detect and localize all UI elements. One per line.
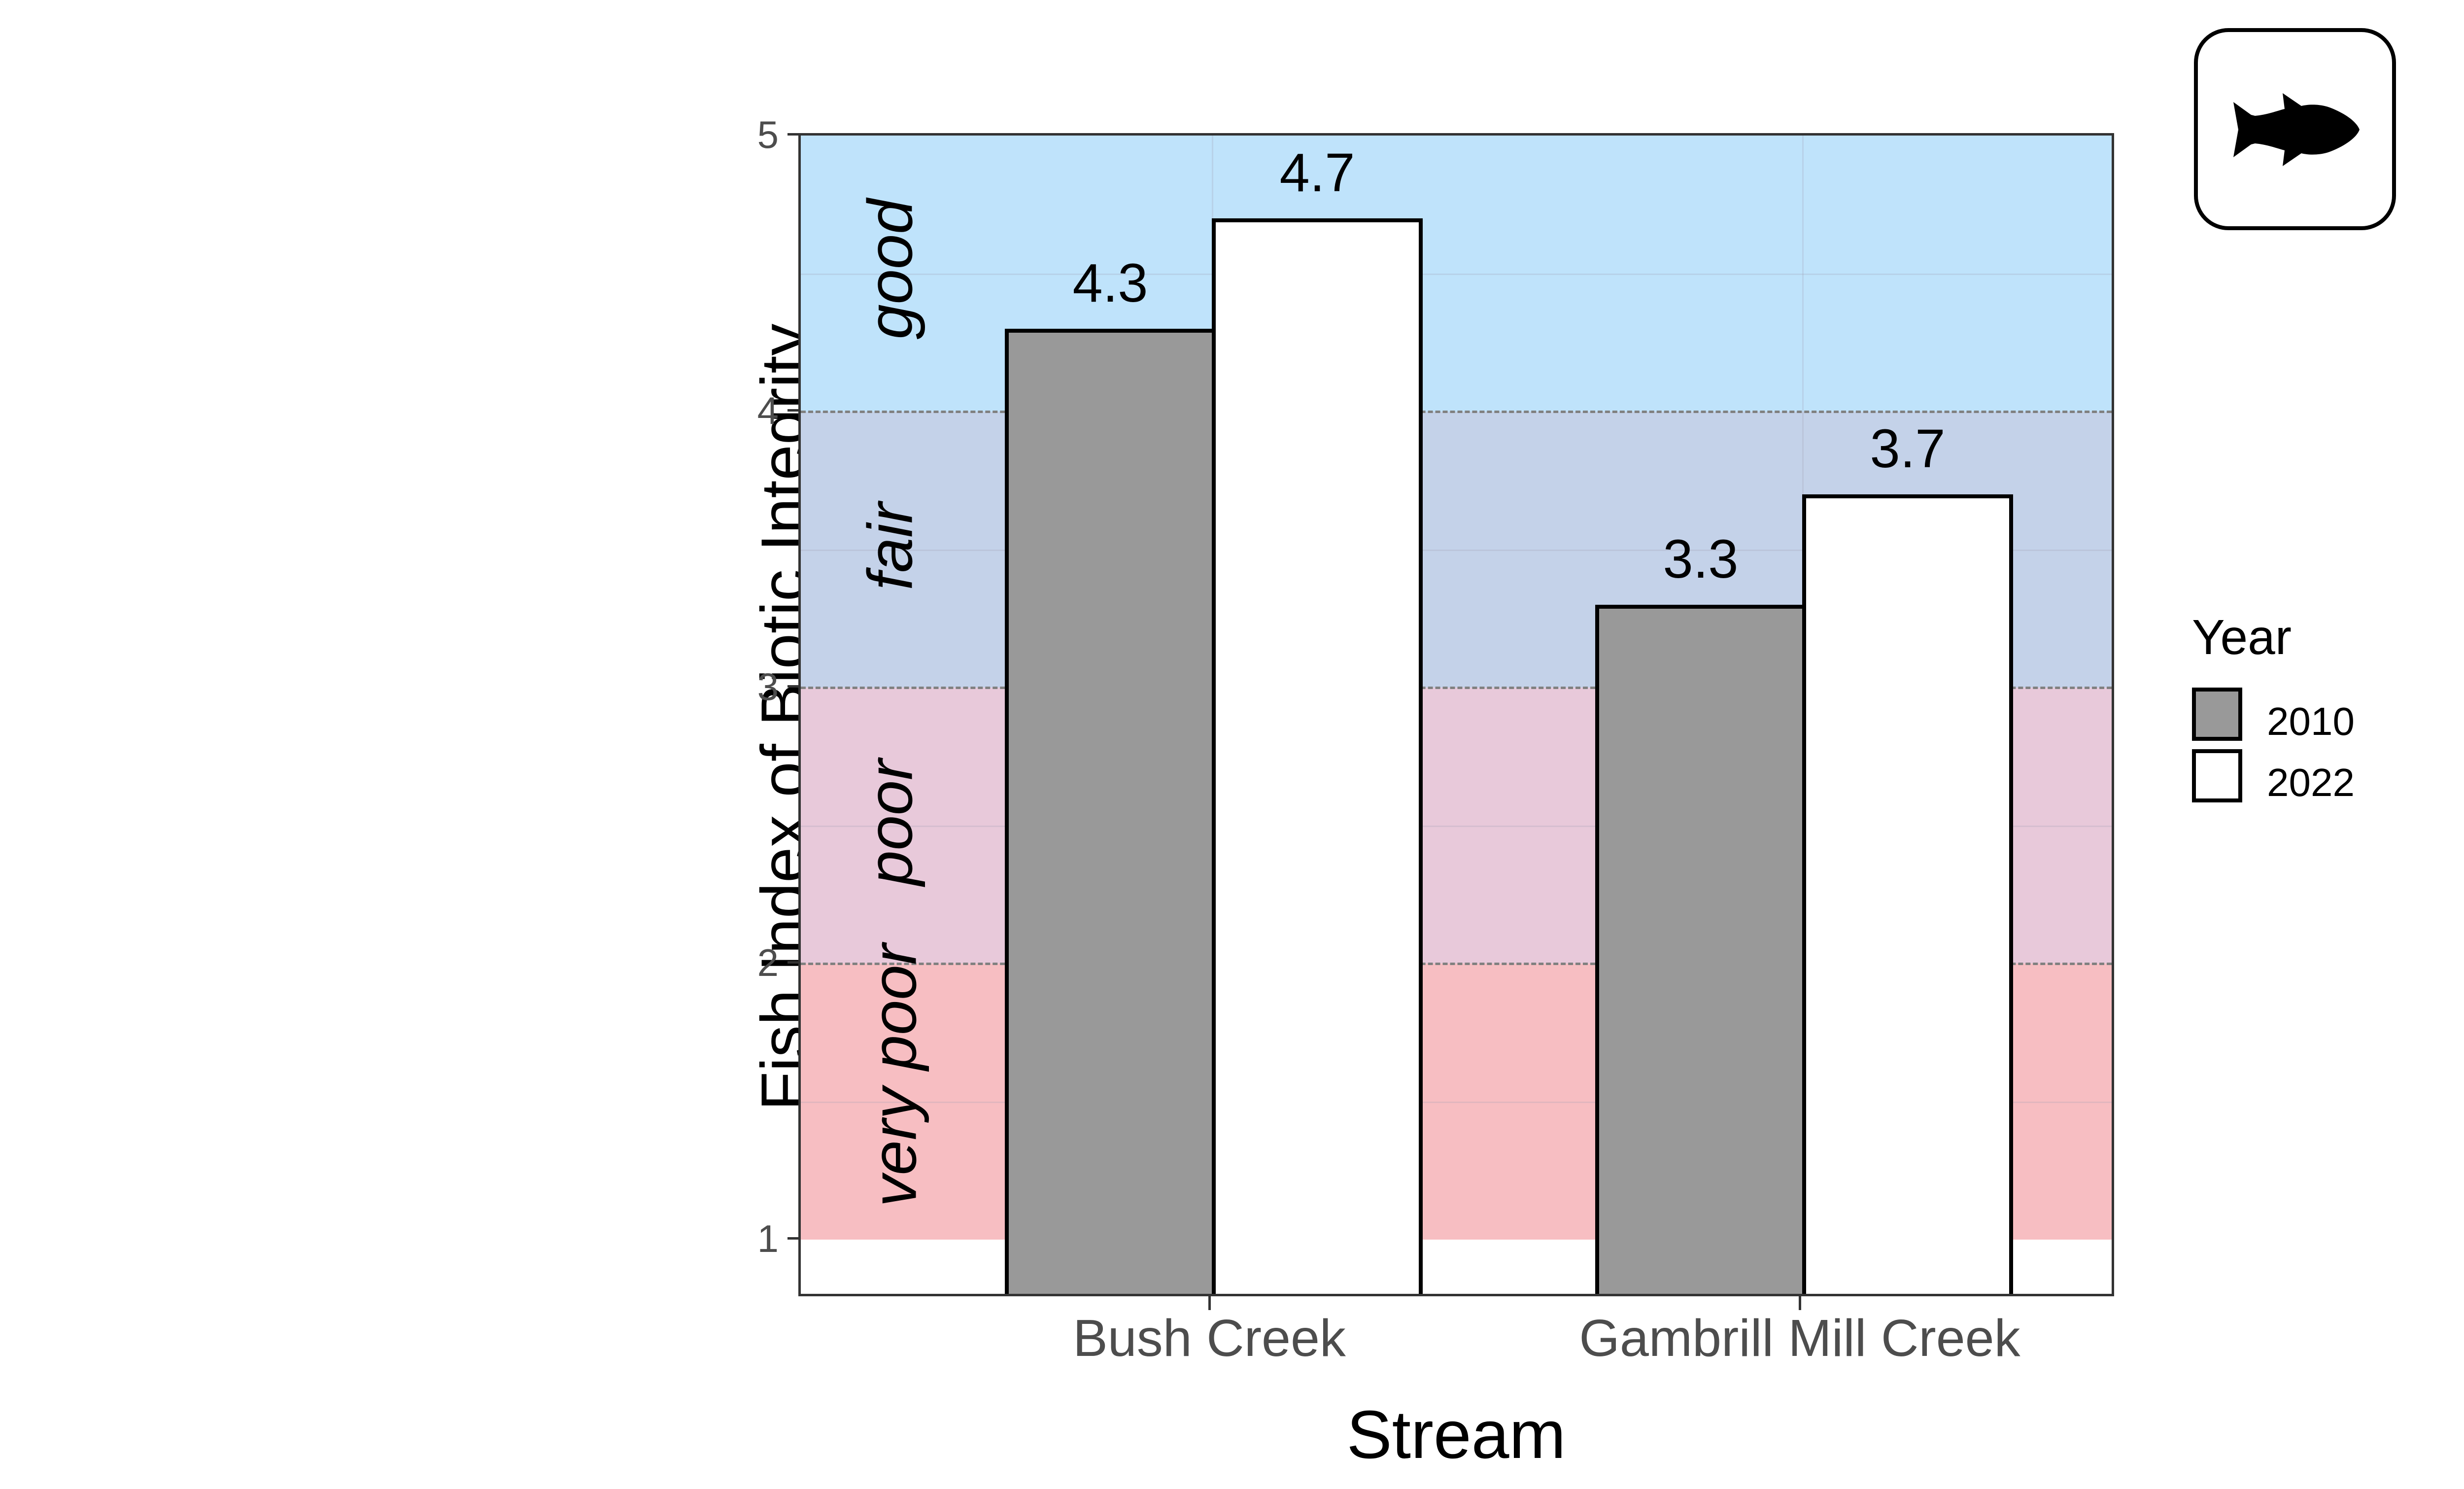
legend-label-2022: 2022 — [2267, 761, 2355, 804]
y-tick-label-3: 3 — [757, 665, 779, 708]
band-label-very-poor: very poor — [859, 943, 930, 1207]
data-label: 4.7 — [1279, 142, 1355, 203]
y-tick-label-2: 2 — [757, 941, 779, 984]
y-tick — [787, 409, 798, 412]
band-label-good: good — [855, 199, 926, 340]
gridline — [801, 550, 2112, 551]
legend-key-2022 — [2192, 749, 2242, 802]
bar-bush-creek-2010 — [1005, 329, 1216, 1294]
band-label-poor: poor — [855, 759, 926, 886]
threshold-line-2 — [801, 963, 2112, 965]
x-tick-label-bush-creek: Bush Creek — [1073, 1309, 1346, 1367]
legend-key-2010 — [2192, 688, 2242, 741]
y-tick — [787, 133, 798, 136]
band-label-fair: fair — [855, 502, 926, 590]
fish-icon — [2227, 91, 2365, 170]
y-tick-label-5: 5 — [757, 113, 779, 156]
gridline — [801, 826, 2112, 827]
gridline — [801, 274, 2112, 275]
y-tick-label-4: 4 — [757, 389, 779, 432]
threshold-line-3 — [801, 687, 2112, 689]
y-tick — [787, 1237, 798, 1240]
plot-panel: good fair poor very poor 4.3 4.7 3.3 3.7 — [798, 133, 2114, 1296]
bar-gambrill-mill-creek-2022 — [1802, 494, 2013, 1294]
bar-gambrill-mill-creek-2010 — [1595, 605, 1806, 1294]
data-label: 4.3 — [1072, 253, 1148, 313]
y-tick — [787, 685, 798, 688]
x-axis-title: Stream — [1346, 1397, 1566, 1473]
x-tick — [1799, 1296, 1801, 1310]
legend-title: Year — [2192, 610, 2292, 665]
threshold-line-4 — [801, 411, 2112, 413]
data-label: 3.7 — [1870, 418, 1946, 479]
data-label: 3.3 — [1663, 529, 1739, 589]
y-tick-label-1: 1 — [757, 1217, 779, 1260]
legend-label-2010: 2010 — [2267, 699, 2355, 743]
x-tick-label-gambrill-mill-creek: Gambrill Mill Creek — [1579, 1309, 2020, 1367]
bar-bush-creek-2022 — [1212, 218, 1423, 1294]
y-tick — [787, 961, 798, 964]
x-tick — [1208, 1296, 1211, 1310]
gridline — [801, 1102, 2112, 1103]
fish-badge — [2194, 28, 2396, 230]
